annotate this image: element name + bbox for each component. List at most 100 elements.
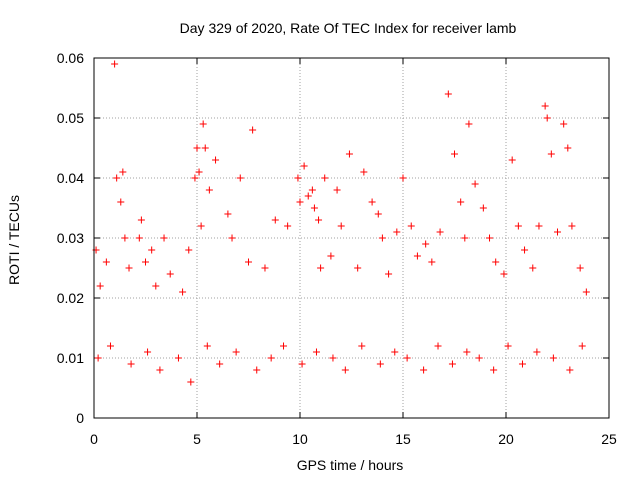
data-point bbox=[564, 144, 572, 152]
x-tick-label: 5 bbox=[193, 431, 201, 447]
data-point bbox=[166, 270, 174, 278]
data-point bbox=[191, 174, 199, 182]
data-point bbox=[96, 282, 104, 290]
data-point bbox=[267, 354, 275, 362]
data-point bbox=[514, 222, 522, 230]
data-point bbox=[360, 168, 368, 176]
data-point bbox=[422, 240, 430, 248]
data-point bbox=[253, 366, 261, 374]
data-point bbox=[224, 210, 232, 218]
data-point bbox=[321, 174, 329, 182]
data-points bbox=[92, 60, 590, 386]
data-point bbox=[102, 258, 110, 266]
data-point bbox=[508, 156, 516, 164]
data-point bbox=[135, 234, 143, 242]
data-point bbox=[358, 342, 366, 350]
data-point bbox=[127, 360, 135, 368]
x-axis-label: GPS time / hours bbox=[297, 457, 404, 473]
data-point bbox=[117, 198, 125, 206]
data-point bbox=[125, 264, 133, 272]
data-point bbox=[549, 354, 557, 362]
data-point bbox=[317, 264, 325, 272]
y-tick-label: 0.06 bbox=[57, 50, 84, 66]
data-point bbox=[479, 204, 487, 212]
data-point bbox=[399, 174, 407, 182]
data-point bbox=[391, 348, 399, 356]
x-tick-label: 0 bbox=[90, 431, 98, 447]
data-point bbox=[152, 282, 160, 290]
data-point bbox=[521, 246, 529, 254]
data-point bbox=[245, 258, 252, 266]
data-point bbox=[393, 228, 401, 236]
data-point bbox=[185, 246, 193, 254]
data-point bbox=[434, 342, 442, 350]
data-point bbox=[160, 234, 168, 242]
data-point bbox=[578, 342, 586, 350]
data-point bbox=[403, 354, 411, 362]
data-point bbox=[436, 228, 444, 236]
data-point bbox=[413, 252, 421, 260]
data-point bbox=[310, 204, 318, 212]
data-point bbox=[212, 156, 220, 164]
data-point bbox=[137, 216, 145, 224]
data-point bbox=[329, 354, 337, 362]
y-tick-label: 0.04 bbox=[57, 170, 84, 186]
data-point bbox=[576, 264, 584, 272]
y-tick-label: 0.01 bbox=[57, 350, 84, 366]
data-point bbox=[205, 186, 213, 194]
data-point bbox=[308, 186, 316, 194]
data-point bbox=[148, 246, 156, 254]
data-point bbox=[312, 348, 320, 356]
data-point bbox=[236, 174, 244, 182]
data-point bbox=[566, 366, 574, 374]
data-point bbox=[298, 360, 306, 368]
data-point bbox=[535, 222, 543, 230]
x-tick-label: 15 bbox=[395, 431, 411, 447]
data-point bbox=[448, 360, 456, 368]
y-tick-label: 0.05 bbox=[57, 110, 84, 126]
data-point bbox=[457, 198, 465, 206]
chart-title: Day 329 of 2020, Rate Of TEC Index for r… bbox=[180, 20, 517, 36]
data-point bbox=[294, 174, 302, 182]
data-point bbox=[420, 366, 428, 374]
data-point bbox=[376, 360, 384, 368]
y-tick-label: 0.02 bbox=[57, 290, 84, 306]
data-point bbox=[385, 270, 393, 278]
data-point bbox=[486, 234, 494, 242]
data-point bbox=[232, 348, 240, 356]
data-point bbox=[261, 264, 269, 272]
data-point bbox=[197, 222, 205, 230]
data-point bbox=[560, 120, 568, 128]
data-point bbox=[216, 360, 224, 368]
data-point bbox=[144, 348, 152, 356]
data-point bbox=[119, 168, 127, 176]
data-point bbox=[368, 198, 376, 206]
data-point bbox=[465, 120, 473, 128]
data-point bbox=[518, 360, 526, 368]
data-point bbox=[471, 180, 479, 188]
data-point bbox=[249, 126, 257, 134]
data-point bbox=[333, 186, 341, 194]
data-point bbox=[106, 342, 114, 350]
data-point bbox=[451, 150, 458, 158]
data-point bbox=[374, 210, 382, 218]
data-point bbox=[529, 264, 537, 272]
data-point bbox=[193, 144, 201, 152]
data-point bbox=[296, 198, 304, 206]
data-point bbox=[280, 342, 288, 350]
data-point bbox=[271, 216, 279, 224]
data-point bbox=[304, 192, 312, 200]
data-point bbox=[354, 264, 362, 272]
data-point bbox=[582, 288, 590, 296]
data-point bbox=[121, 234, 129, 242]
data-point bbox=[568, 222, 576, 230]
data-point bbox=[315, 216, 323, 224]
y-tick-label: 0.03 bbox=[57, 230, 84, 246]
data-point bbox=[113, 174, 121, 182]
data-point bbox=[327, 252, 335, 260]
data-point bbox=[179, 288, 187, 296]
data-point bbox=[174, 354, 182, 362]
data-point bbox=[337, 222, 345, 230]
data-point bbox=[300, 162, 308, 170]
